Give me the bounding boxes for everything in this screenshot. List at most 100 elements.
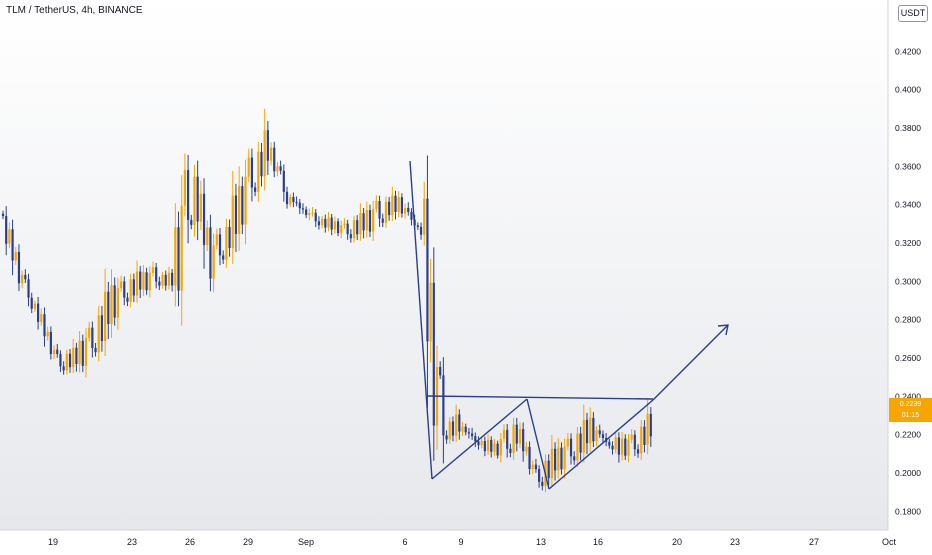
candle-body <box>400 197 403 214</box>
candle-body <box>464 426 467 433</box>
candle-body <box>183 170 186 206</box>
currency-badge[interactable]: USDT <box>898 5 928 22</box>
candle-body <box>467 432 471 434</box>
candle-body <box>308 212 311 216</box>
candle-body <box>352 220 356 239</box>
candle-body <box>346 223 349 235</box>
rising-leg-1[interactable] <box>431 398 528 480</box>
candle-body <box>550 448 553 479</box>
candle-body <box>518 429 522 444</box>
candle-body <box>231 195 234 248</box>
candle-body <box>148 272 151 291</box>
candle-body <box>576 433 579 461</box>
candle-body <box>461 426 464 432</box>
candle-body <box>528 446 531 470</box>
candle-body <box>1 213 5 217</box>
candle-body <box>432 282 435 426</box>
candle-body <box>451 421 455 436</box>
candle-body <box>68 353 72 368</box>
candle-body <box>164 274 167 286</box>
candle-body <box>324 218 327 228</box>
candle-body <box>388 201 391 216</box>
price-axis-background <box>888 0 932 530</box>
candle-body <box>142 272 145 290</box>
candle-body <box>541 481 544 486</box>
candle-body <box>72 347 75 368</box>
candle-body <box>14 251 17 261</box>
candle-body <box>238 186 241 234</box>
candle-body <box>266 130 269 161</box>
candle-body <box>100 315 104 342</box>
candle-body <box>426 198 429 342</box>
candle-body <box>107 291 110 324</box>
x-tick-label: 16 <box>593 537 603 547</box>
candle-body <box>480 441 483 446</box>
candle-body <box>496 443 499 456</box>
x-tick-label: 29 <box>243 537 253 547</box>
candle-body <box>439 366 442 376</box>
candle-body <box>333 221 336 230</box>
candle-body <box>158 281 161 286</box>
candle-body <box>292 196 295 203</box>
candle-body <box>486 439 490 452</box>
candle-body <box>145 272 148 291</box>
candle-body <box>234 195 238 234</box>
candle-body <box>33 303 37 309</box>
y-tick-label: 0.3800 <box>895 123 921 133</box>
y-tick-label: 0.1800 <box>895 506 921 516</box>
candle-body <box>448 421 451 440</box>
candle-body <box>442 375 445 436</box>
candle-body <box>627 439 630 456</box>
candle-body <box>349 234 352 239</box>
candle-body <box>506 429 509 449</box>
candle-body <box>585 419 589 444</box>
candle-body <box>81 340 84 366</box>
candle-body <box>534 464 538 470</box>
x-tick-label: 26 <box>185 537 195 547</box>
candle-body <box>372 208 375 232</box>
candle-body <box>273 147 276 172</box>
y-tick-label: 0.3000 <box>895 276 921 286</box>
candle-body <box>538 469 541 482</box>
candle-body <box>30 297 33 309</box>
candle-body <box>40 314 43 322</box>
candle-body <box>419 226 423 235</box>
rising-leg-2[interactable] <box>548 399 654 490</box>
candle-body <box>209 227 212 279</box>
candle-body <box>317 221 321 226</box>
candle-body <box>202 193 206 245</box>
candle-body <box>75 347 78 365</box>
candle-body <box>196 176 199 222</box>
candle-body <box>375 201 378 209</box>
candle-body <box>123 281 126 298</box>
candle-body <box>177 227 180 291</box>
candle-body <box>244 176 247 225</box>
target-projection[interactable] <box>652 324 729 401</box>
candle-body <box>407 207 410 212</box>
candle-body <box>257 151 260 192</box>
candle-body <box>222 255 225 260</box>
candle-body <box>126 297 129 302</box>
candle-body <box>21 274 24 284</box>
candle-body <box>614 437 617 450</box>
candle-body <box>218 234 222 256</box>
neckline[interactable] <box>426 395 654 400</box>
candle-body <box>37 303 40 322</box>
drop-leg[interactable] <box>526 398 550 490</box>
candle-body <box>573 456 576 461</box>
candle-body <box>289 196 292 205</box>
candle-body <box>483 441 486 452</box>
breakdown-trendline[interactable] <box>409 160 433 480</box>
symbol-title[interactable]: TLM / TetherUS, 4h, BINANCE <box>6 5 143 16</box>
candle-body <box>254 187 257 192</box>
y-tick-label: 0.3600 <box>895 161 921 171</box>
candle-body <box>429 282 432 342</box>
candle-body <box>24 274 27 280</box>
candle-body <box>276 166 279 172</box>
candle-body <box>56 349 59 355</box>
candle-body <box>397 197 400 212</box>
candle-body <box>636 449 640 454</box>
chart-background <box>0 0 888 530</box>
x-tick-label: 27 <box>809 537 819 547</box>
